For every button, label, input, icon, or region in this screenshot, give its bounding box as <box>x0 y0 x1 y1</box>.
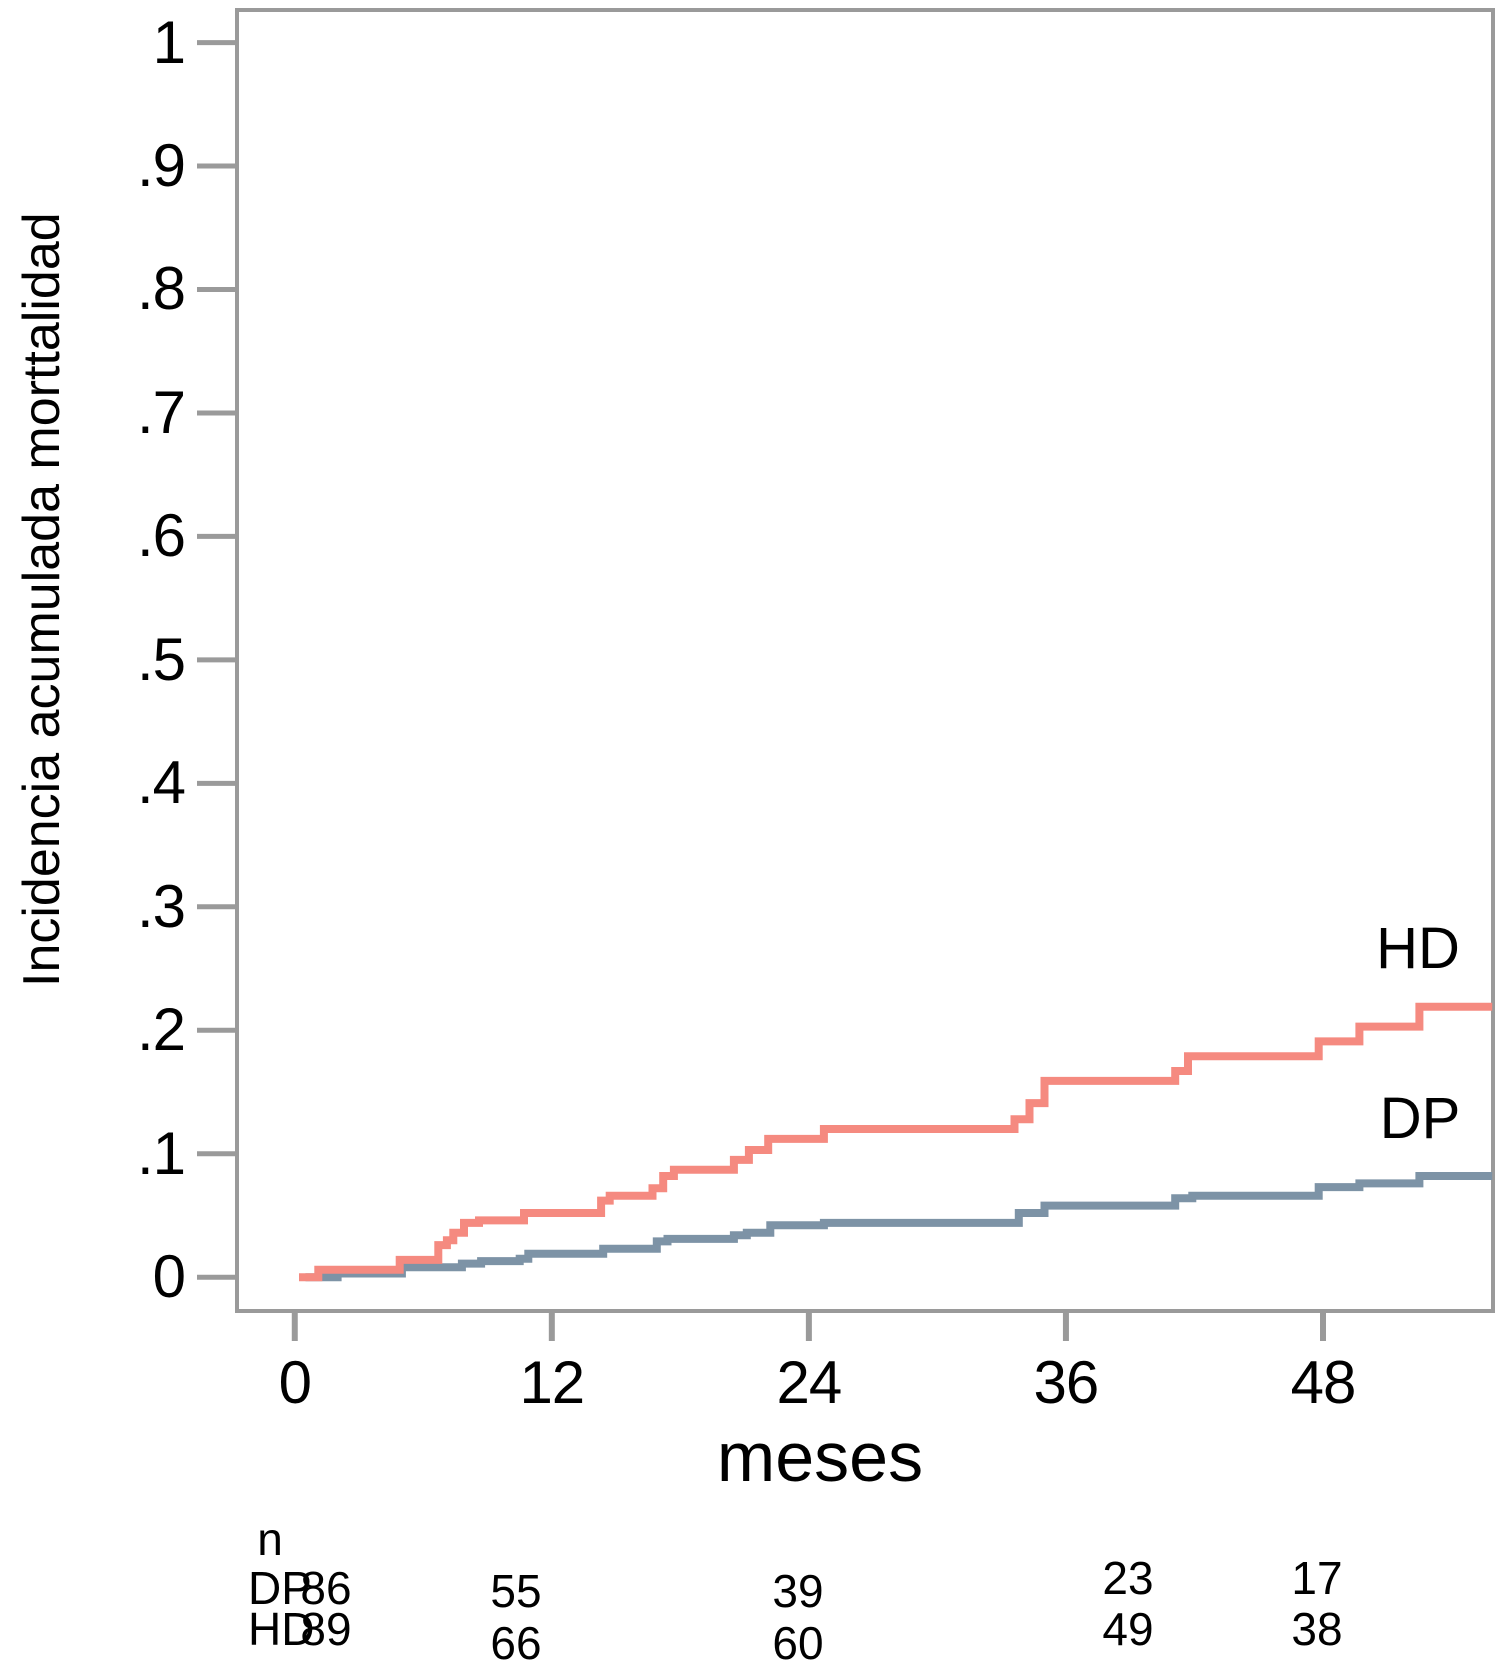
risk-count-hd-0: 89 <box>300 1603 352 1655</box>
risk-count-hd-2: 60 <box>772 1617 824 1669</box>
risk-count-dp-0: 86 <box>300 1562 352 1614</box>
y-tick-label: .9 <box>136 132 186 200</box>
risk-row-label-dp: DP <box>248 1562 312 1614</box>
risk-count-dp-4: 17 <box>1291 1552 1343 1604</box>
y-tick-label: .7 <box>136 378 186 446</box>
curve-label-dp: DP <box>1379 1086 1461 1151</box>
risk-count-dp-1: 55 <box>490 1565 542 1617</box>
x-tick-label: 12 <box>519 1349 585 1416</box>
x-axis-title: meses <box>716 1418 924 1496</box>
risk-count-hd-3: 49 <box>1102 1603 1154 1655</box>
y-tick-label: .5 <box>136 625 186 693</box>
risk-row-label-hd: HD <box>248 1603 315 1655</box>
curve-label-hd: HD <box>1376 916 1460 981</box>
risk-count-hd-4: 38 <box>1291 1603 1343 1655</box>
risk-count-dp-3: 23 <box>1102 1552 1154 1604</box>
y-tick-label: .4 <box>136 749 186 817</box>
y-tick-label: .8 <box>136 255 186 323</box>
y-tick-label: 0 <box>152 1243 186 1311</box>
risk-count-dp-2: 39 <box>772 1565 824 1617</box>
y-tick-label: .1 <box>136 1119 186 1187</box>
risk-table-header: n <box>257 1513 283 1565</box>
x-tick-label: 0 <box>278 1349 312 1416</box>
risk-count-hd-1: 66 <box>490 1617 542 1669</box>
x-tick-label: 24 <box>776 1349 843 1416</box>
x-tick-label: 36 <box>1033 1349 1100 1416</box>
curve-hd <box>299 1002 1493 1282</box>
y-tick-label: .3 <box>136 872 186 940</box>
y-tick-label: .6 <box>136 502 186 570</box>
x-tick-label: 48 <box>1290 1349 1357 1416</box>
y-tick-label: .2 <box>136 996 186 1064</box>
curve-dp <box>305 1172 1493 1282</box>
plot-border <box>235 8 1495 1313</box>
y-tick-label: 1 <box>152 8 186 76</box>
